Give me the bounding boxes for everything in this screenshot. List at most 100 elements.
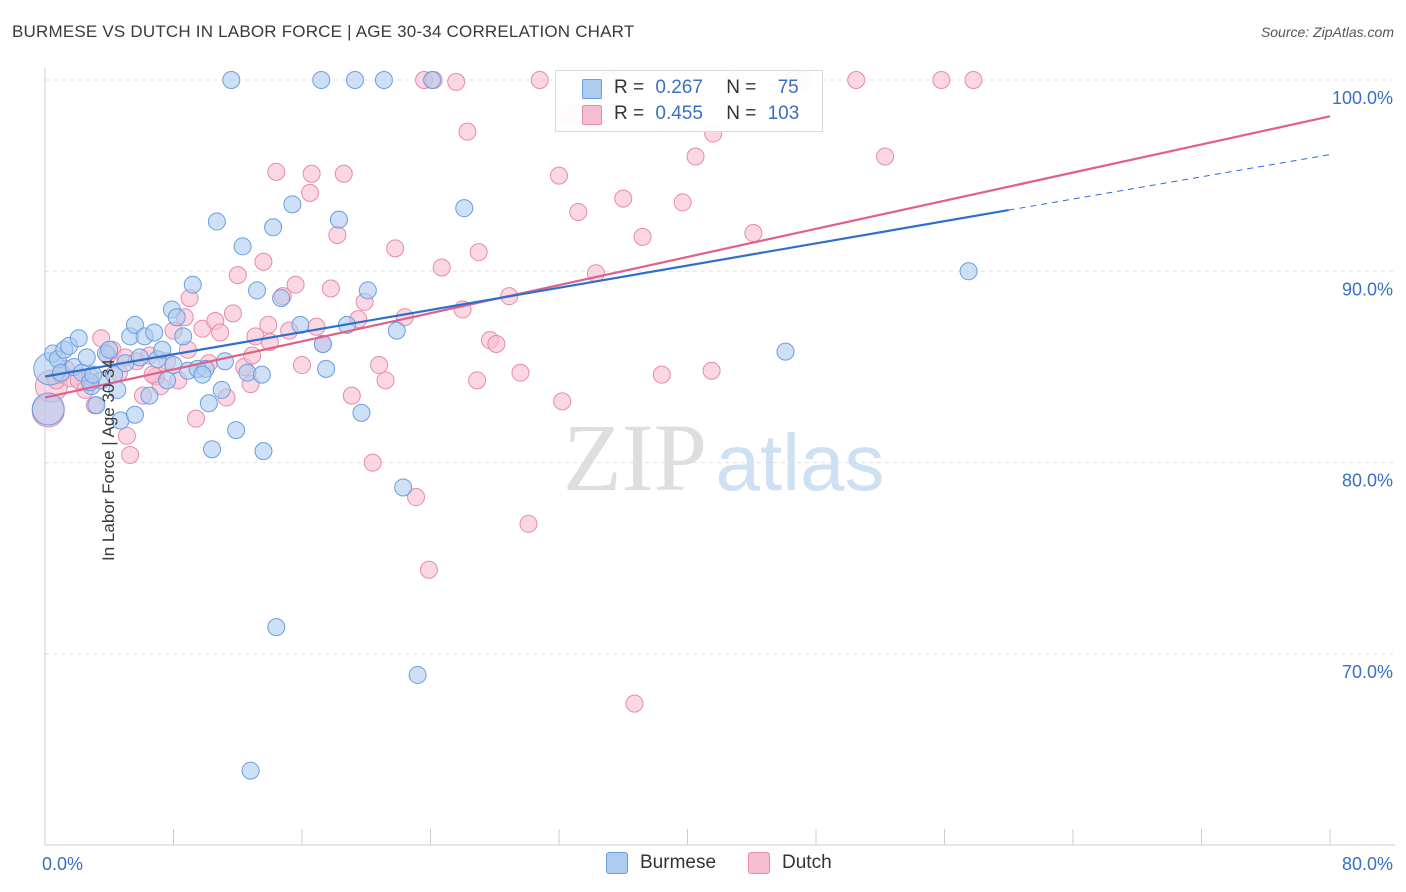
burmese-point xyxy=(125,315,144,334)
burmese-point xyxy=(193,365,212,384)
series-legend: Burmese Dutch xyxy=(0,852,1406,876)
burmese-point xyxy=(423,71,442,89)
burmese-point xyxy=(312,71,331,89)
burmese-point xyxy=(455,199,474,218)
burmese-point xyxy=(248,281,267,300)
burmese-point xyxy=(358,281,377,300)
dutch-point xyxy=(511,363,530,382)
burmese-point xyxy=(267,618,286,637)
burmese-point xyxy=(346,71,365,89)
burmese-point xyxy=(140,386,159,405)
dutch-point xyxy=(376,371,395,390)
dutch-r-label: R = xyxy=(614,103,645,124)
burmese-point xyxy=(153,340,172,359)
burmese-legend-label: Burmese xyxy=(640,852,717,873)
dutch-point xyxy=(321,279,340,298)
burmese-point xyxy=(100,340,119,359)
burmese-r-value: 0.267 xyxy=(655,77,703,98)
burmese-point xyxy=(125,405,144,424)
dutch-point xyxy=(328,225,347,244)
dutch-point xyxy=(964,71,983,89)
watermark: ZIP atlas xyxy=(563,404,884,511)
stats-legend: R = 0.267 N = 75 R = 0.455 N = 103 xyxy=(555,70,823,132)
dutch-point xyxy=(286,275,305,294)
burmese-point xyxy=(241,761,260,780)
dutch-point xyxy=(407,488,426,507)
y-axis-label: In Labor Force | Age 30-34 xyxy=(98,359,118,561)
dutch-point xyxy=(569,202,588,221)
chart-title: BURMESE VS DUTCH IN LABOR FORCE | AGE 30… xyxy=(12,22,635,41)
dutch-point xyxy=(370,356,389,375)
dutch-point xyxy=(363,453,382,472)
dutch-n-value: 103 xyxy=(767,103,800,124)
dutch-point xyxy=(519,514,538,533)
burmese-point xyxy=(254,442,273,461)
dutch-point xyxy=(550,166,568,185)
burmese-point xyxy=(408,665,427,684)
dutch-point xyxy=(228,266,247,285)
dutch-legend-label: Dutch xyxy=(782,852,832,873)
dutch-point xyxy=(342,386,361,405)
watermark-zip: ZIP xyxy=(563,404,707,511)
source-note: Source: ZipAtlas.com xyxy=(1260,24,1394,40)
burmese-point xyxy=(203,440,222,459)
burmese-point xyxy=(130,348,149,367)
burmese-legend-swatch xyxy=(606,852,628,874)
burmese-n-label: N = xyxy=(726,77,757,98)
burmese-point xyxy=(959,262,978,281)
burmese-point xyxy=(329,210,348,229)
y-tick-label: 70.0% xyxy=(1342,662,1393,682)
dutch-point xyxy=(259,315,278,334)
burmese-point xyxy=(252,365,271,384)
dutch-swatch xyxy=(582,105,602,125)
dutch-point xyxy=(702,361,721,380)
burmese-point xyxy=(283,195,302,214)
dutch-point xyxy=(633,227,652,246)
dutch-point xyxy=(458,122,477,141)
burmese-point xyxy=(145,323,164,342)
burmese-point xyxy=(215,352,234,371)
burmese-point xyxy=(174,327,193,346)
burmese-point xyxy=(317,359,336,378)
dutch-point xyxy=(614,189,633,208)
dutch-point xyxy=(932,71,951,89)
burmese-point xyxy=(167,308,186,327)
burmese-n-value: 75 xyxy=(777,77,799,98)
y-tick-label: 100.0% xyxy=(1332,88,1393,108)
x-tick-label: 80.0% xyxy=(1342,854,1393,874)
dutch-point xyxy=(553,392,572,411)
burmese-trend-line xyxy=(44,209,1009,378)
dutch-point xyxy=(211,323,230,342)
axes xyxy=(44,68,1395,846)
dutch-point xyxy=(301,183,320,202)
burmese-point xyxy=(394,478,413,497)
burmese-trend-extension xyxy=(1008,154,1331,211)
dutch-point xyxy=(293,356,311,375)
dutch-point xyxy=(487,334,506,353)
dutch-point xyxy=(267,162,286,181)
dutch-point xyxy=(121,445,140,464)
dutch-r-value: 0.455 xyxy=(655,103,703,124)
burmese-point xyxy=(212,380,231,399)
dutch-trend-line xyxy=(44,115,1331,399)
burmese-point xyxy=(158,371,177,390)
dutch-point xyxy=(432,258,451,277)
burmese-point xyxy=(374,71,393,89)
burmese-point xyxy=(776,342,795,361)
burmese-point xyxy=(31,392,65,426)
burmese-swatch xyxy=(582,79,602,99)
y-tick-label: 90.0% xyxy=(1342,279,1393,299)
burmese-point xyxy=(87,396,106,415)
burmese-point xyxy=(352,403,371,422)
dutch-point xyxy=(447,72,466,91)
dutch-point xyxy=(876,147,895,166)
burmese-r-label: R = xyxy=(614,77,645,98)
dutch-point xyxy=(468,371,487,390)
dutch-point xyxy=(307,317,326,336)
legend-item-dutch: Dutch xyxy=(748,852,832,874)
dutch-n-label: N = xyxy=(726,103,757,124)
burmese-point xyxy=(387,321,406,340)
dutch-point xyxy=(302,164,321,183)
dutch-point xyxy=(243,346,262,365)
